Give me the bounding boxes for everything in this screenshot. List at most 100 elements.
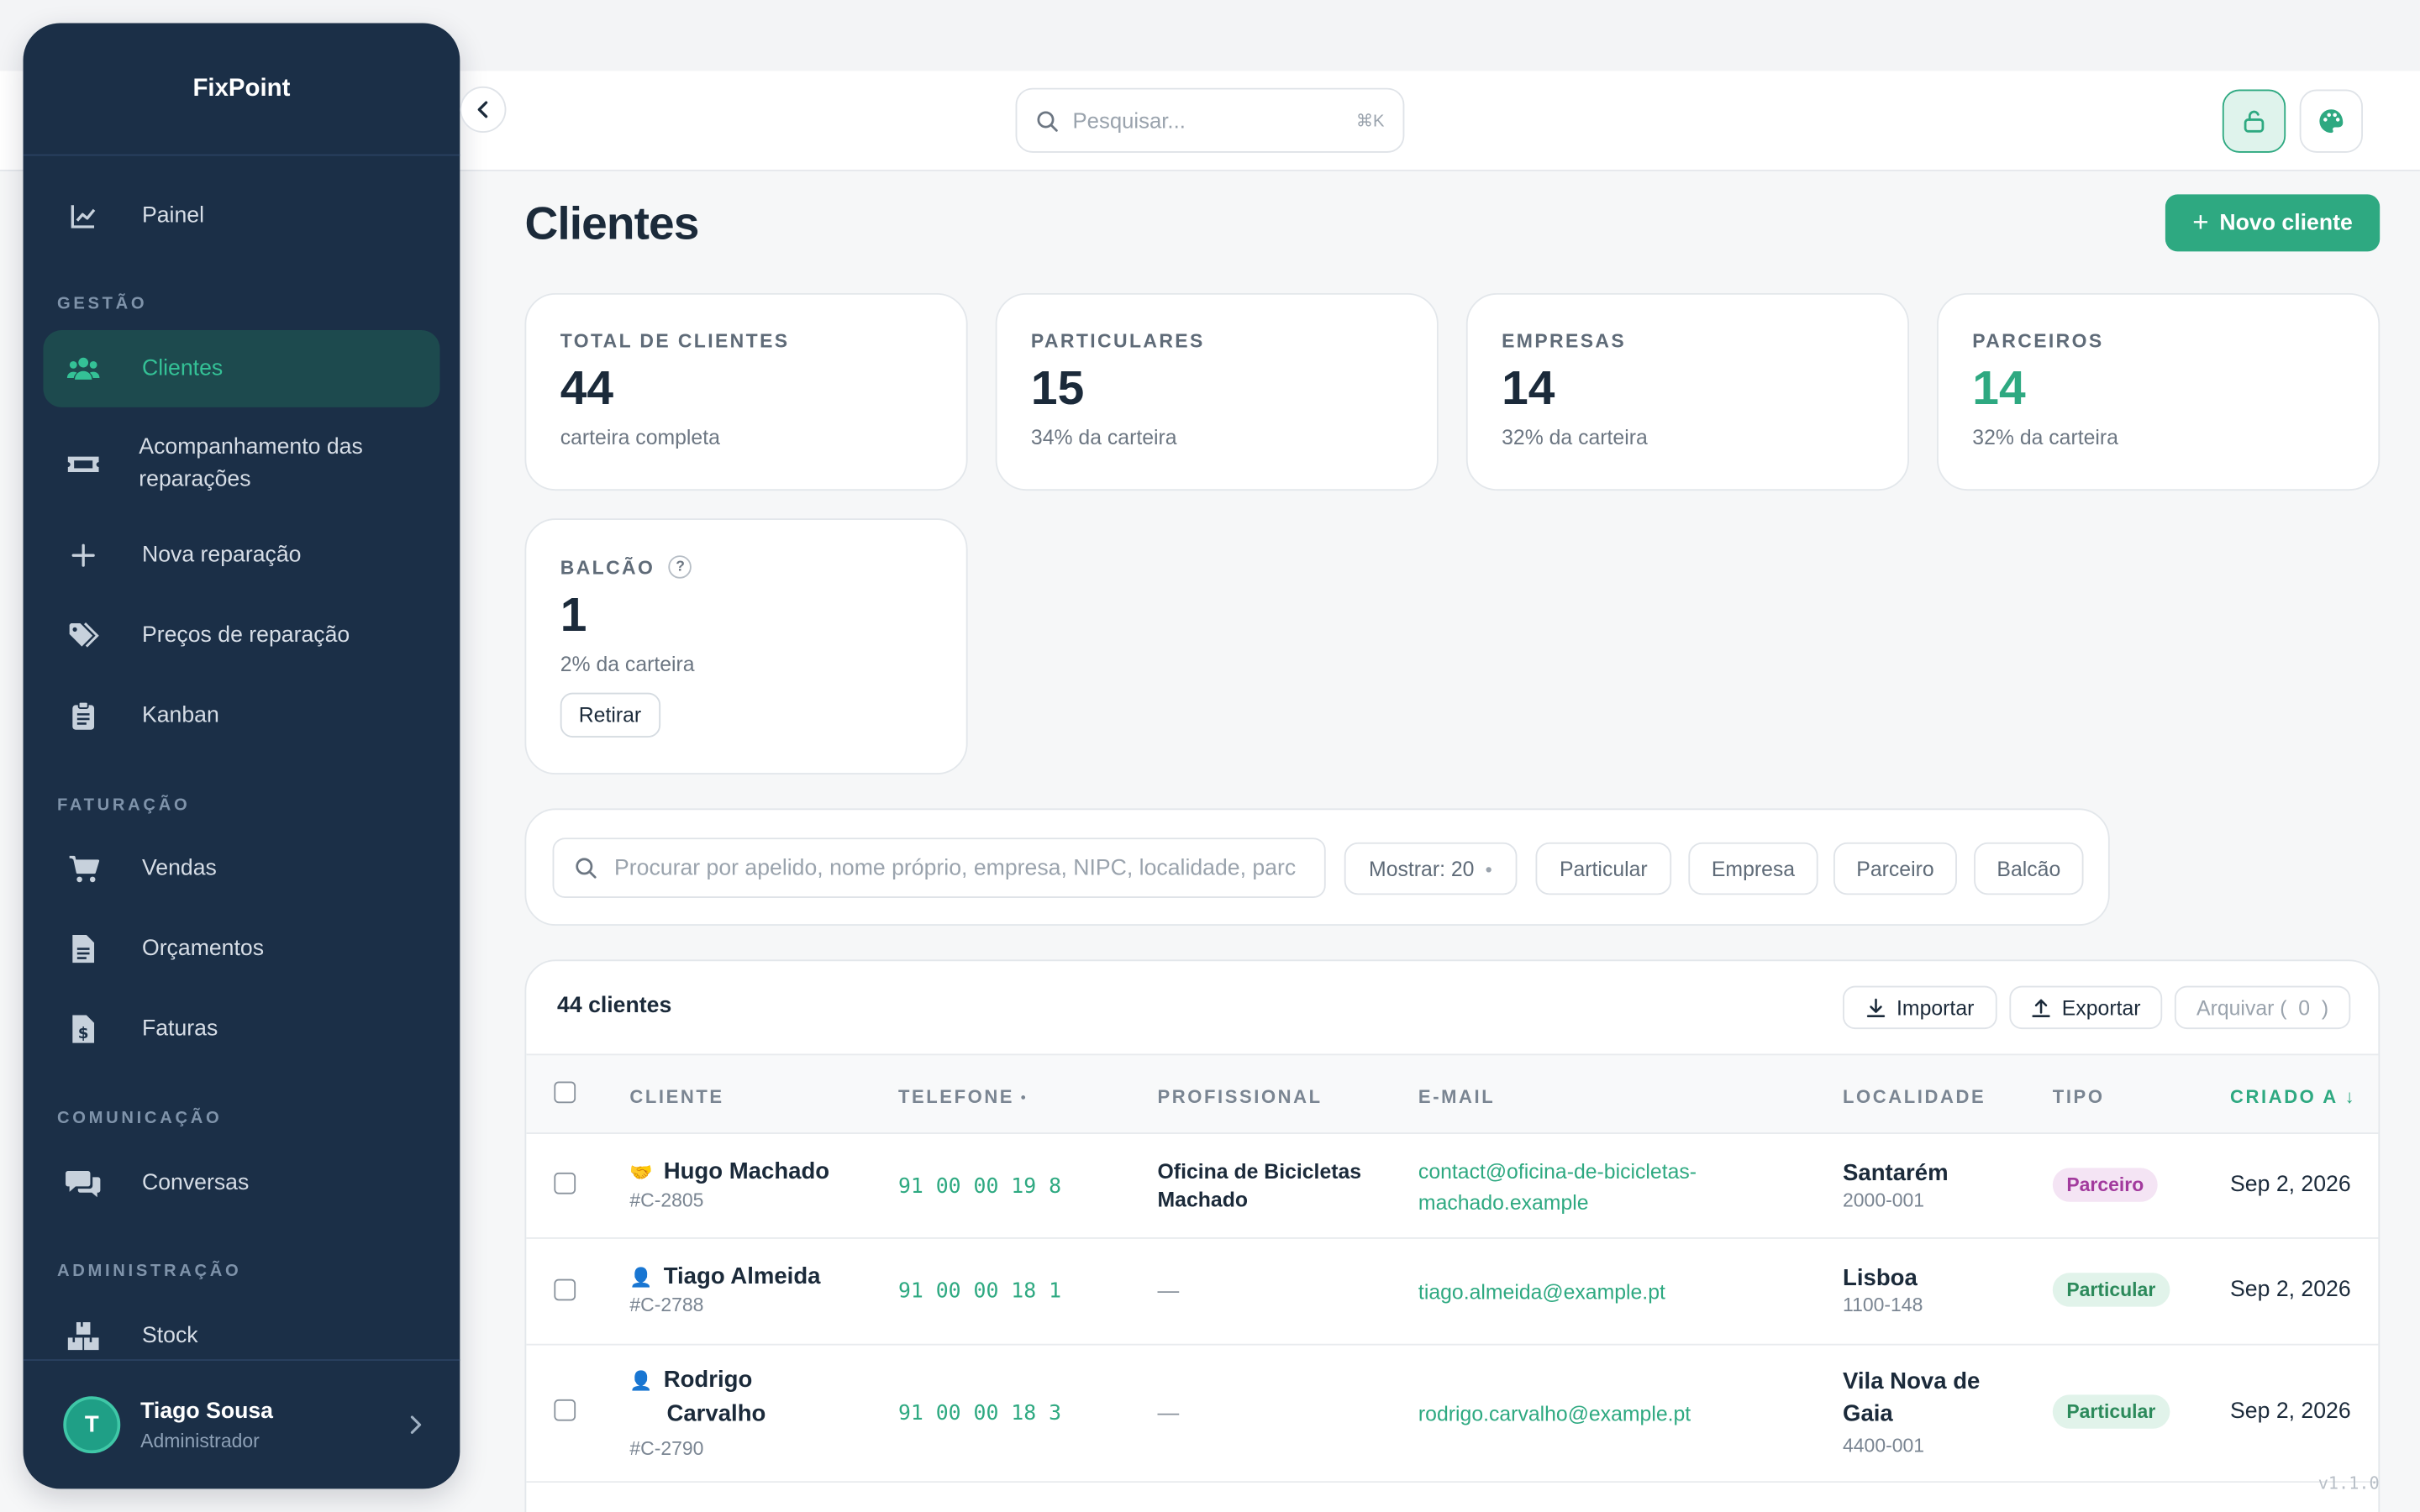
location-name: Lisboa: [1843, 1265, 1918, 1292]
chevron-down-icon: ●: [1485, 861, 1493, 876]
theme-button[interactable]: [2299, 89, 2363, 153]
sidebar-item-conversas[interactable]: Conversas: [43, 1147, 439, 1221]
users-icon: [50, 354, 118, 382]
filter-chip-balcao[interactable]: Balcão: [1974, 842, 2084, 895]
client-professional: Oficina de Bicicletas Machado: [1158, 1158, 1362, 1214]
client-name-line-2: Carvalho: [666, 1400, 766, 1427]
sidebar-item-orcamentos[interactable]: Orçamentos: [43, 911, 439, 985]
stat-value: 1: [560, 587, 587, 643]
upload-icon: [2032, 998, 2050, 1017]
client-email[interactable]: contact@oficina-de-bicicletas- machado.e…: [1418, 1158, 1697, 1219]
person-icon: 👤: [629, 1266, 653, 1289]
app-version: v1.1.0: [2317, 1473, 2380, 1494]
import-label: Importar: [1897, 995, 1975, 1020]
new-client-button[interactable]: + Novo cliente: [2165, 194, 2381, 252]
plus-icon: [50, 543, 118, 568]
status-badge: Particular: [2052, 1273, 2170, 1307]
lock-button[interactable]: [2222, 89, 2286, 153]
client-phone[interactable]: 91 00 00 18 3: [897, 1400, 1062, 1426]
retirar-button[interactable]: Retirar: [560, 692, 660, 738]
client-email[interactable]: rodrigo.carvalho@example.pt: [1418, 1402, 1691, 1426]
client-name[interactable]: 👤 Rodrigo: [629, 1364, 765, 1398]
client-phone[interactable]: 91 00 00 19 8: [897, 1173, 1062, 1200]
select-all-checkbox[interactable]: [554, 1081, 576, 1104]
sidebar-item-stock[interactable]: Stock: [43, 1299, 439, 1373]
column-telefone[interactable]: TELEFONE ●: [898, 1086, 1028, 1108]
stat-label: PARTICULARES: [1030, 330, 1205, 352]
status-badge: Particular: [2052, 1394, 2170, 1429]
client-name[interactable]: 👤 Tiago Almeida: [629, 1261, 820, 1294]
user-info: Tiago Sousa Administrador: [140, 1399, 409, 1451]
sidebar-collapse-button[interactable]: [460, 86, 507, 133]
page-title: Clientes: [524, 198, 699, 250]
client-type: Particular: [2052, 1394, 2170, 1429]
avatar: T: [63, 1396, 121, 1454]
location-name-line-2: Gaia: [1843, 1400, 1893, 1427]
section-comunicacao: COMUNICAÇÃO: [56, 1109, 223, 1128]
section-faturacao: FATURAÇÃO: [56, 795, 191, 815]
sidebar-item-painel[interactable]: Painel: [43, 179, 439, 253]
search-icon: [1037, 110, 1058, 131]
client-email[interactable]: tiago.almeida@example.pt: [1418, 1280, 1665, 1305]
filter-bar: Procurar por apelido, nome próprio, empr…: [524, 808, 2110, 927]
chevron-right-icon: [410, 1415, 422, 1434]
filter-chip-parceiro[interactable]: Parceiro: [1833, 842, 1957, 895]
column-email[interactable]: E-MAIL: [1418, 1086, 1496, 1108]
client-id: #C-2805: [629, 1189, 704, 1211]
client-name-text: Hugo Machado: [663, 1158, 830, 1185]
filter-chip-particular[interactable]: Particular: [1535, 842, 1672, 895]
stat-label-row: BALCÃO ?: [560, 555, 933, 579]
row-checkbox[interactable]: [554, 1278, 576, 1301]
postal-code: 2000-001: [1843, 1189, 1925, 1211]
column-criado[interactable]: CRIADO A ↓: [2230, 1086, 2357, 1108]
professional-line-2: Machado: [1157, 1188, 1249, 1211]
sidebar-item-clientes[interactable]: Clientes: [43, 330, 440, 407]
sidebar-item-acompanhamento[interactable]: Acompanhamento das reparações: [43, 429, 439, 500]
column-profissional[interactable]: PROFISSIONAL: [1157, 1086, 1323, 1108]
client-phone[interactable]: 91 00 00 18 1: [897, 1278, 1062, 1305]
row-checkbox[interactable]: [554, 1172, 576, 1194]
help-icon[interactable]: ?: [668, 555, 692, 579]
column-tipo[interactable]: TIPO: [2052, 1086, 2105, 1108]
page-size-select[interactable]: Mostrar: 20 ●: [1344, 842, 1518, 895]
archive-button[interactable]: Arquivar ( 0 ): [2174, 985, 2351, 1030]
client-name[interactable]: 🤝 Hugo Machado: [629, 1156, 829, 1189]
user-profile[interactable]: T Tiago Sousa Administrador: [23, 1359, 460, 1488]
section-gestao: GESTÃO: [56, 294, 148, 313]
boxes-icon: [50, 1320, 118, 1352]
sidebar-item-vendas[interactable]: Vendas: [43, 832, 439, 906]
stat-label: PARCEIROS: [1972, 330, 2104, 352]
location-name: Santarém: [1843, 1160, 1949, 1187]
table-row[interactable]: 🤝 Hugo Machado #C-2805 91 00 00 19 8 Ofic…: [526, 1134, 2379, 1239]
stat-sub: 34% da carteira: [1030, 425, 1177, 449]
user-role: Administrador: [140, 1429, 260, 1452]
unlock-icon: [2244, 110, 2265, 133]
sidebar-item-precos[interactable]: Preços de reparação: [43, 599, 439, 673]
table-row[interactable]: 👤 Rodrigo Carvalho #C-2790 91 00 00 18 3 …: [526, 1346, 2379, 1483]
global-search-input[interactable]: Pesquisar... ⌘K: [1015, 87, 1405, 153]
row-checkbox[interactable]: [554, 1399, 576, 1421]
search-shortcut: ⌘K: [1355, 112, 1385, 131]
client-id: #C-2790: [629, 1437, 704, 1460]
sidebar-item-label: Faturas: [141, 1016, 218, 1041]
stat-card-empresas: EMPRESAS 14 32% da carteira: [1465, 292, 1909, 491]
sidebar-item-faturas[interactable]: $ Faturas: [43, 992, 439, 1066]
handshake-icon: 🤝: [629, 1162, 653, 1184]
tags-icon: [50, 622, 118, 649]
stat-card-balcao: BALCÃO ? 1 2% da carteira Retirar: [524, 518, 968, 775]
sidebar-item-label: Nova reparação: [141, 542, 302, 567]
sidebar-item-kanban[interactable]: Kanban: [43, 679, 439, 753]
filter-chip-empresa[interactable]: Empresa: [1688, 842, 1818, 895]
column-cliente[interactable]: CLIENTE: [629, 1086, 724, 1108]
sort-dot-icon: ●: [1020, 1093, 1028, 1103]
sidebar-item-nova-reparacao[interactable]: Nova reparação: [43, 518, 439, 592]
export-label: Exportar: [2061, 995, 2141, 1020]
clipboard-icon: [50, 701, 118, 732]
table-row[interactable]: 👤 Tiago Almeida #C-2788 91 00 00 18 1 — t…: [526, 1239, 2379, 1346]
email-line-2: machado.example: [1418, 1190, 1589, 1215]
client-search-input[interactable]: Procurar por apelido, nome próprio, empr…: [552, 837, 1326, 898]
import-button[interactable]: Importar: [1843, 985, 1997, 1030]
export-button[interactable]: Exportar: [2009, 985, 2163, 1030]
column-localidade[interactable]: LOCALIDADE: [1843, 1086, 1986, 1108]
client-professional: —: [1157, 1399, 1180, 1425]
